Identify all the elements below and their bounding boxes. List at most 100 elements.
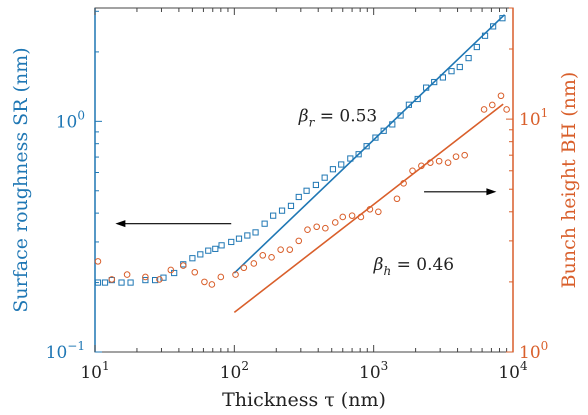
- sr-data-point: [287, 202, 295, 209]
- sr-data-point: [439, 74, 447, 81]
- sr-data-point: [380, 127, 387, 134]
- annotation-arrows: [115, 188, 497, 228]
- sr-data-point: [278, 207, 286, 214]
- sr-data-point: [473, 43, 480, 51]
- bh-data-point: [250, 260, 258, 267]
- sr-data-point: [244, 232, 251, 239]
- sr-data-point: [142, 276, 149, 284]
- annotations: βr = 0.53 βh = 0.46: [298, 106, 454, 278]
- exponent-annotation: βh = 0.46: [373, 255, 454, 278]
- left-y-tick-label: 10−1: [46, 339, 85, 363]
- bh-data-point: [375, 208, 382, 216]
- bh-data-point: [232, 271, 239, 278]
- sr-data-point: [189, 255, 196, 262]
- bh-data-point: [452, 153, 460, 160]
- sr-data-point: [338, 161, 345, 168]
- sr-data-point: [228, 238, 235, 246]
- right-y-axis-title: Bunch height BH (nm): [558, 72, 580, 289]
- arrow-head: [486, 188, 497, 196]
- sr-data-point: [347, 155, 354, 162]
- right-y-tick-label: 100: [519, 339, 548, 363]
- sr-data-point: [152, 276, 159, 284]
- sr-data-point: [101, 279, 109, 286]
- bh-data-point: [108, 276, 116, 283]
- data-points: [94, 15, 510, 288]
- bh-data-point: [488, 101, 496, 109]
- x-tick-label: 102: [220, 359, 249, 383]
- exponent-annotation: βr = 0.53: [298, 106, 377, 129]
- bh-data-point: [322, 224, 329, 232]
- bh-data-point: [480, 106, 488, 113]
- sr-data-point: [197, 251, 204, 258]
- sr-data-point: [481, 32, 489, 39]
- bh-data-point: [167, 266, 175, 274]
- sr-data-point: [218, 242, 225, 249]
- bh-data-point: [156, 276, 163, 283]
- bh-data-point: [313, 223, 320, 231]
- bh-data-point: [348, 212, 356, 219]
- bh-data-point: [366, 205, 374, 213]
- bh-data-point: [304, 226, 311, 234]
- sr-data-point: [235, 235, 243, 242]
- bh-data-point: [400, 180, 407, 187]
- bh-data-point: [268, 254, 275, 261]
- bh-data-point: [497, 92, 505, 100]
- sr-data-point: [355, 151, 362, 158]
- sr-data-point: [94, 279, 102, 286]
- sr-data-point: [465, 55, 472, 62]
- sr-data-point: [303, 187, 310, 194]
- sr-data-point: [270, 212, 277, 219]
- bh-data-point: [123, 271, 131, 278]
- bh-data-point: [357, 213, 365, 221]
- sr-data-point: [414, 95, 421, 103]
- sr-data-point: [252, 229, 259, 236]
- bh-data-point: [259, 252, 267, 259]
- bh-data-point: [409, 167, 416, 175]
- sr-data-point: [456, 63, 463, 71]
- sr-data-point: [389, 121, 396, 128]
- sr-data-point: [363, 143, 370, 150]
- axis-ticks: 101 102 103 104 10−1 100 100 101: [46, 7, 548, 383]
- sr-data-point: [499, 15, 506, 22]
- sr-data-point: [205, 247, 212, 254]
- sr-data-point: [312, 181, 320, 189]
- bh-data-point: [418, 162, 425, 170]
- bh-data-point: [201, 278, 208, 286]
- arrow-head: [115, 220, 126, 228]
- x-tick-label: 104: [498, 359, 528, 383]
- bh-fit-line: [233, 103, 504, 313]
- sr-data-point: [160, 274, 167, 281]
- bh-data-point: [444, 159, 452, 166]
- sr-data-point: [372, 134, 379, 141]
- bh-data-point: [295, 237, 303, 245]
- bh-data-point: [286, 246, 294, 253]
- bh-data-point: [179, 262, 187, 269]
- sr-data-point: [171, 269, 178, 277]
- sr-data-point: [448, 68, 455, 75]
- x-tick-label: 103: [359, 359, 388, 383]
- sr-data-point: [397, 112, 404, 119]
- left-y-tick-label: 100: [56, 108, 85, 132]
- sr-data-point: [490, 23, 497, 30]
- bh-data-point: [94, 258, 102, 265]
- sr-data-point: [127, 279, 134, 286]
- sr-data-point: [261, 220, 268, 227]
- bh-data-point: [435, 157, 443, 165]
- right-y-tick-label: 101: [519, 106, 548, 130]
- x-tick-label: 101: [80, 359, 109, 383]
- bh-data-point: [331, 219, 339, 226]
- bh-data-point: [208, 281, 216, 288]
- bh-data-point: [339, 213, 347, 221]
- bh-data-point: [191, 268, 199, 276]
- bh-data-point: [503, 106, 510, 113]
- sr-data-point: [405, 101, 412, 108]
- left-y-axis-title: Surface roughness SR (nm): [10, 47, 32, 312]
- sr-data-point: [118, 279, 125, 286]
- sr-data-point: [423, 84, 430, 91]
- sr-data-point: [295, 193, 302, 201]
- bh-data-point: [240, 264, 248, 272]
- bh-data-point: [277, 246, 284, 253]
- plot-frame: [94, 7, 514, 353]
- sr-data-point: [321, 174, 328, 181]
